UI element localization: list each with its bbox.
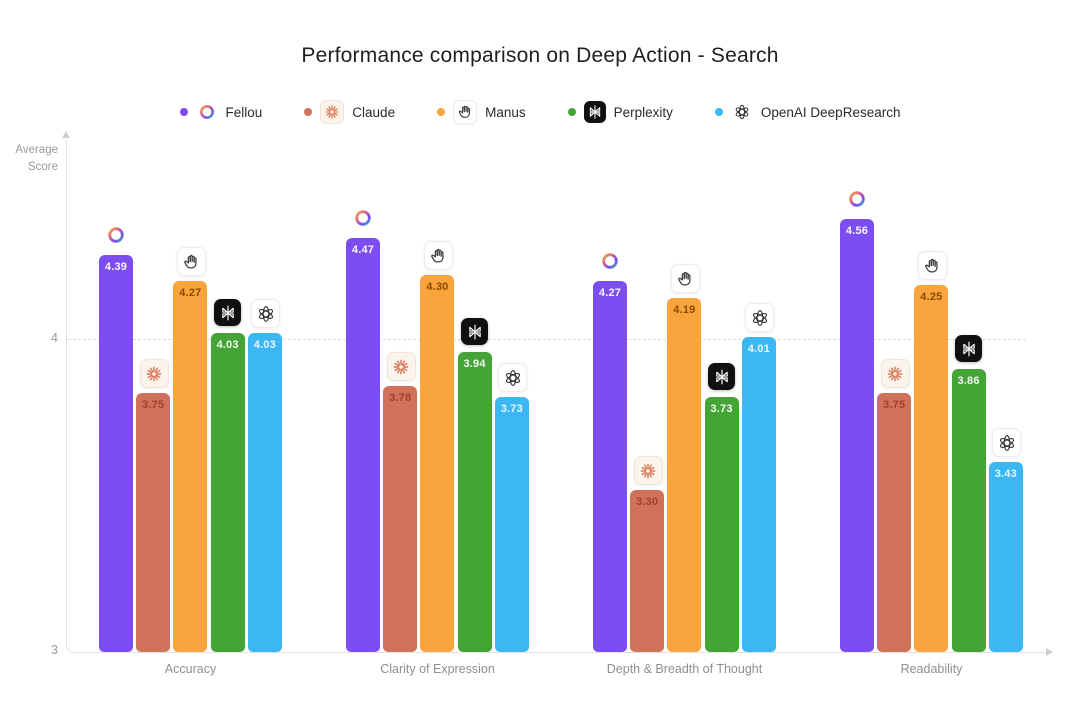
claude-starburst-icon bbox=[320, 100, 345, 124]
perplexity-logo-icon bbox=[214, 299, 242, 326]
legend: Fellou Claude Manus Perplexity OpenAI DeepRe… bbox=[0, 99, 1080, 125]
bar-openai-deepresearch-depth-breadth-of-thought bbox=[741, 337, 776, 652]
bar-value-label: 4.03 bbox=[216, 339, 239, 351]
gridline-4 bbox=[68, 339, 1026, 340]
legend-dot-manus bbox=[437, 108, 446, 116]
legend-item-fellou: Fellou bbox=[179, 101, 263, 123]
manus-hand-icon bbox=[423, 241, 453, 270]
bar-manus-readability bbox=[914, 285, 949, 652]
legend-item-perplexity: Perplexity bbox=[567, 101, 673, 123]
claude-starburst-icon bbox=[633, 456, 663, 485]
bar-claude-depth-breadth-of-thought bbox=[630, 490, 665, 652]
bar-claude-accuracy bbox=[136, 393, 171, 652]
openai-logo-icon bbox=[498, 363, 528, 392]
legend-label: Fellou bbox=[225, 104, 263, 120]
x-axis-category-label-depth-breadth-of-thought: Depth & Breadth of Thought bbox=[606, 662, 763, 676]
perplexity-logo-icon bbox=[955, 335, 983, 362]
y-axis-arrow-icon bbox=[62, 131, 70, 138]
fellou-ring-icon bbox=[102, 221, 130, 248]
bar-value-label: 4.30 bbox=[426, 281, 449, 293]
bar-fellou-readability bbox=[840, 219, 874, 652]
openai-logo-icon bbox=[251, 299, 281, 328]
y-axis-title-line1: Average bbox=[15, 144, 58, 156]
bar-value-label: 4.03 bbox=[253, 339, 276, 351]
y-tick-4: 4 bbox=[51, 331, 58, 345]
bar-claude-readability bbox=[877, 393, 912, 652]
bar-manus-depth-breadth-of-thought bbox=[667, 298, 702, 652]
manus-hand-icon bbox=[176, 247, 206, 276]
bar-value-label: 3.73 bbox=[500, 403, 523, 415]
claude-starburst-icon bbox=[139, 359, 169, 388]
legend-label: Claude bbox=[352, 104, 396, 120]
y-axis-title: Average Score bbox=[0, 142, 58, 176]
legend-dot-openai-deepresearch bbox=[714, 108, 723, 116]
y-axis-title-line2: Score bbox=[27, 161, 58, 173]
bar-value-label: 4.01 bbox=[747, 343, 770, 355]
x-axis-category-label-accuracy: Accuracy bbox=[164, 662, 217, 676]
bar-value-label: 3.86 bbox=[957, 375, 980, 387]
bar-value-label: 3.30 bbox=[636, 496, 659, 508]
perplexity-logo-icon bbox=[708, 363, 736, 390]
openai-logo-icon bbox=[731, 101, 753, 123]
bar-openai-deepresearch-readability bbox=[988, 462, 1023, 652]
bar-value-label: 4.19 bbox=[673, 304, 696, 316]
bar-value-label: 3.73 bbox=[710, 403, 733, 415]
bar-claude-clarity-of-expression bbox=[383, 386, 418, 652]
bar-value-label: 3.43 bbox=[994, 468, 1017, 480]
legend-dot-fellou bbox=[179, 108, 188, 116]
bar-perplexity-depth-breadth-of-thought bbox=[704, 397, 739, 652]
legend-label: Manus bbox=[485, 104, 526, 120]
manus-hand-icon bbox=[453, 100, 478, 124]
claude-starburst-icon bbox=[880, 359, 910, 388]
bar-value-label: 4.56 bbox=[845, 225, 869, 237]
legend-label: OpenAI DeepResearch bbox=[760, 104, 901, 120]
bar-value-label: 4.39 bbox=[104, 261, 128, 273]
bar-value-label: 4.27 bbox=[179, 287, 202, 299]
chart-title: Performance comparison on Deep Action - … bbox=[301, 44, 779, 67]
claude-starburst-icon bbox=[386, 352, 416, 381]
bar-value-label: 4.27 bbox=[598, 287, 622, 299]
fellou-ring-icon bbox=[349, 204, 377, 231]
legend-item-manus: Manus bbox=[437, 100, 526, 124]
y-tick-3: 3 bbox=[51, 643, 58, 657]
fellou-ring-icon bbox=[843, 185, 871, 212]
bar-perplexity-clarity-of-expression bbox=[457, 352, 492, 652]
fellou-ring-icon bbox=[596, 247, 624, 274]
bar-fellou-clarity-of-expression bbox=[346, 238, 380, 652]
manus-hand-icon bbox=[917, 251, 947, 280]
perplexity-logo-icon bbox=[583, 101, 606, 123]
bar-value-label: 3.78 bbox=[389, 392, 412, 404]
bar-manus-accuracy bbox=[173, 281, 208, 652]
x-axis-arrow-icon bbox=[1046, 648, 1053, 656]
bar-value-label: 4.47 bbox=[351, 244, 375, 256]
bar-perplexity-readability bbox=[951, 369, 986, 652]
bar-openai-deepresearch-clarity-of-expression bbox=[494, 397, 529, 652]
bar-openai-deepresearch-accuracy bbox=[247, 333, 282, 652]
bar-perplexity-accuracy bbox=[210, 333, 245, 652]
x-axis-category-label-readability: Readability bbox=[900, 662, 963, 676]
legend-item-claude: Claude bbox=[304, 100, 395, 124]
openai-logo-icon bbox=[745, 303, 775, 332]
legend-item-openai-deepresearch: OpenAI DeepResearch bbox=[714, 101, 901, 123]
fellou-ring-icon bbox=[196, 101, 218, 123]
openai-logo-icon bbox=[992, 428, 1022, 457]
bar-value-label: 3.75 bbox=[142, 399, 165, 411]
bar-manus-clarity-of-expression bbox=[420, 275, 455, 652]
bar-value-label: 3.94 bbox=[463, 358, 486, 370]
bar-value-label: 3.75 bbox=[883, 399, 906, 411]
manus-hand-icon bbox=[670, 264, 700, 293]
bar-fellou-accuracy bbox=[99, 255, 133, 652]
legend-dot-claude bbox=[304, 108, 313, 116]
x-axis-category-label-clarity-of-expression: Clarity of Expression bbox=[380, 662, 495, 676]
legend-label: Perplexity bbox=[613, 104, 673, 120]
legend-dot-perplexity bbox=[567, 108, 576, 116]
axis-frame bbox=[66, 140, 1047, 653]
bar-value-label: 4.25 bbox=[920, 291, 943, 303]
bar-fellou-depth-breadth-of-thought bbox=[593, 281, 627, 652]
perplexity-logo-icon bbox=[461, 318, 489, 345]
